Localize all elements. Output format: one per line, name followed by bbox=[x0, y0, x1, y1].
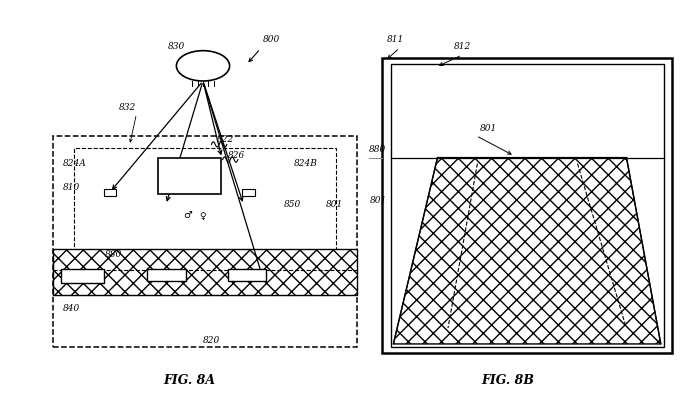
Text: 832: 832 bbox=[119, 103, 136, 112]
Text: ♀: ♀ bbox=[199, 212, 206, 221]
Bar bbox=[147, 269, 186, 281]
Text: 822: 822 bbox=[217, 134, 234, 144]
Bar bbox=[242, 189, 255, 196]
Text: 812: 812 bbox=[454, 42, 471, 51]
Text: 824B: 824B bbox=[294, 158, 318, 168]
Bar bbox=[391, 64, 664, 347]
Text: 810: 810 bbox=[63, 182, 80, 192]
Text: 811: 811 bbox=[387, 35, 405, 44]
Bar bbox=[158, 158, 220, 194]
Bar bbox=[104, 189, 116, 196]
Bar bbox=[74, 148, 336, 295]
Text: 801: 801 bbox=[326, 200, 343, 209]
Text: FIG. 8A: FIG. 8A bbox=[163, 374, 215, 387]
Text: 801: 801 bbox=[480, 124, 497, 133]
Text: 830: 830 bbox=[168, 42, 186, 51]
Text: 801: 801 bbox=[370, 196, 388, 205]
Text: 800: 800 bbox=[262, 35, 280, 44]
Text: 820: 820 bbox=[203, 336, 220, 345]
Circle shape bbox=[176, 51, 230, 81]
Text: 824A: 824A bbox=[63, 158, 87, 168]
Bar bbox=[61, 269, 104, 283]
Text: 840: 840 bbox=[63, 304, 80, 313]
Bar bbox=[228, 269, 266, 281]
Bar bbox=[52, 136, 357, 347]
Text: FIG. 8B: FIG. 8B bbox=[481, 374, 534, 387]
Bar bbox=[382, 58, 672, 353]
Text: ♂: ♂ bbox=[183, 209, 192, 220]
Text: 880: 880 bbox=[369, 145, 386, 154]
Text: 826: 826 bbox=[228, 150, 245, 160]
Text: 850: 850 bbox=[284, 200, 301, 209]
Bar bbox=[52, 249, 357, 295]
Text: 880: 880 bbox=[105, 250, 122, 259]
